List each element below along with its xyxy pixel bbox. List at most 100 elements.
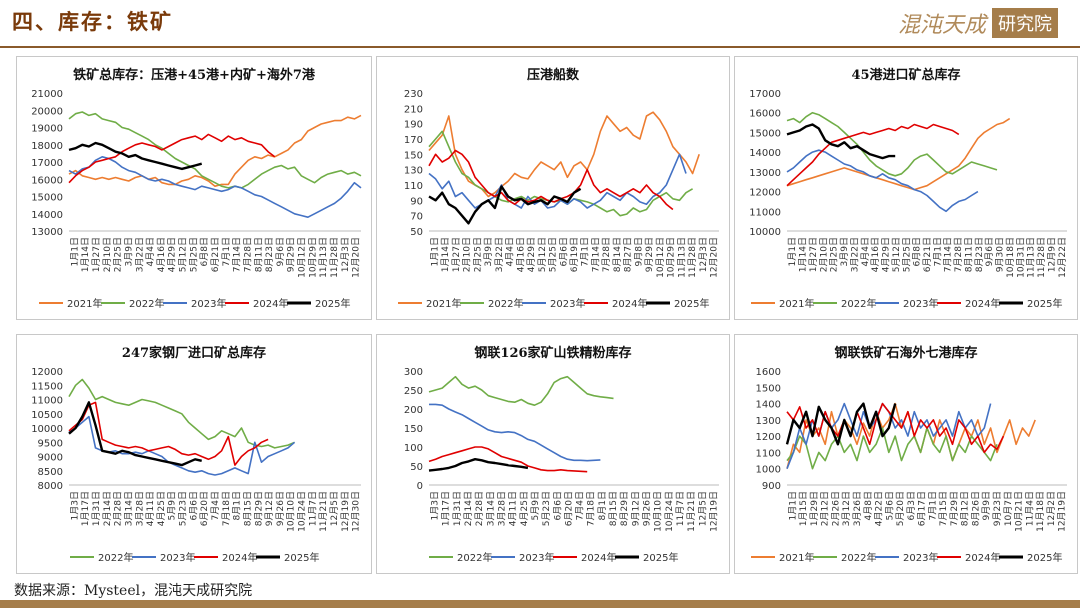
legend-label: 2025年: [1027, 551, 1062, 564]
x-tick-label: 11月13日: [1026, 237, 1037, 278]
x-tick-label: 4月16日: [156, 237, 167, 272]
x-tick-label: 3月9日: [123, 237, 134, 266]
y-tick-label: 250: [404, 386, 423, 397]
series-line-2022: [428, 130, 694, 217]
legend-label: 2024年: [581, 551, 616, 564]
x-tick-label: 4月11日: [145, 491, 156, 526]
series-line-2023: [68, 156, 362, 218]
x-tick-label: 12月5日: [329, 491, 340, 526]
legend-label: 2022年: [98, 551, 133, 564]
x-tick-label: 3月22日: [849, 237, 860, 272]
x-tick-label: 8月26日: [970, 491, 981, 526]
x-tick-label: 2月14日: [463, 491, 474, 526]
y-tick-label: 11000: [749, 207, 781, 218]
x-tick-label: 4月29日: [167, 237, 178, 272]
x-tick-label: 9月26日: [642, 491, 653, 526]
x-tick-label: 5月25日: [548, 237, 559, 272]
x-tick-label: 6月20日: [563, 491, 574, 526]
x-tick-label: 10月24日: [297, 491, 308, 532]
y-tick-label: 14000: [31, 210, 63, 221]
x-tick-label: 8月15日: [608, 491, 619, 526]
x-tick-label: 1月14日: [798, 237, 809, 272]
series-line-2024: [786, 402, 1005, 454]
x-tick-label: 2月10日: [462, 237, 473, 272]
legend-label: 2021年: [779, 551, 814, 564]
x-tick-label: 9月12日: [630, 491, 641, 526]
x-tick-label: 11月4日: [1024, 491, 1035, 526]
y-tick-label: 12000: [749, 188, 781, 199]
chart-title: 铁矿总库存：压港+45港+内矿+海外7港: [72, 67, 316, 83]
x-tick-label: 11月18日: [1035, 491, 1046, 532]
x-tick-label: 10月10日: [286, 491, 297, 532]
x-tick-label: 4月25日: [156, 491, 167, 526]
series-line-2021: [428, 111, 700, 198]
x-tick-label: 12月2日: [1046, 491, 1057, 526]
legend-label: 2022年: [488, 297, 523, 310]
x-tick-label: 5月12日: [537, 237, 548, 272]
x-tick-label: 10月12日: [297, 237, 308, 278]
header: 四、库存：铁矿 混沌天成 研究院: [0, 0, 1080, 48]
x-tick-label: 10月24日: [664, 491, 675, 532]
y-tick-label: 210: [404, 104, 423, 115]
x-tick-label: 2月28日: [113, 491, 124, 526]
y-tick-label: 0: [417, 481, 423, 492]
x-tick-label: 7月29日: [949, 491, 960, 526]
x-tick-label: 4月16日: [515, 237, 526, 272]
y-tick-label: 70: [410, 212, 423, 223]
x-tick-label: 10月29日: [666, 237, 677, 278]
series-line-2022: [68, 378, 295, 449]
y-tick-label: 15000: [749, 128, 781, 139]
y-tick-label: 1000: [756, 465, 781, 476]
logo-box: 研究院: [992, 8, 1058, 38]
x-tick-label: 4月4日: [145, 237, 156, 266]
y-tick-label: 1600: [756, 367, 781, 378]
x-tick-label: 7月1日: [221, 237, 232, 266]
series-line-2022: [428, 375, 614, 406]
y-tick-label: 15000: [31, 193, 63, 204]
x-tick-label: 5月25日: [901, 237, 912, 272]
legend-label: 2022年: [841, 297, 876, 310]
x-tick-label: 10月18日: [1005, 237, 1016, 278]
x-tick-label: 12月5日: [697, 491, 708, 526]
legend-label: 2024年: [253, 297, 288, 310]
x-tick-label: 11月13日: [318, 237, 329, 278]
x-tick-label: 1月1日: [787, 491, 798, 520]
y-tick-label: 9000: [38, 453, 63, 464]
y-tick-label: 20000: [31, 106, 63, 117]
x-tick-label: 3月9日: [839, 237, 850, 266]
x-tick-label: 8月11日: [253, 237, 264, 272]
x-tick-label: 3月14日: [123, 491, 134, 526]
y-tick-label: 50: [410, 227, 423, 238]
series-line-2025: [786, 123, 896, 160]
y-tick-label: 18000: [31, 141, 63, 152]
x-tick-label: 1月15日: [798, 491, 809, 526]
x-tick-label: 1月27日: [808, 237, 819, 272]
chart-svg-3: 45港进口矿总库存 10000 11000 12000 13000 14000 15000 1…: [749, 67, 1068, 310]
x-tick-label: 7月14日: [590, 237, 601, 272]
footer-source: 数据来源：Mysteel，混沌天成研究院: [14, 583, 253, 599]
x-tick-label: 7月1日: [580, 237, 591, 266]
x-tick-label: 3月22日: [494, 237, 505, 272]
x-tick-label: 4月4日: [505, 237, 516, 266]
y-tick-label: 8500: [38, 467, 63, 478]
chart-title: 45港进口矿总库存: [851, 67, 960, 83]
series-line-2023: [786, 149, 979, 213]
x-tick-label: 6月19日: [569, 237, 580, 272]
chart-panel-6: 钢联铁矿石海外七港库存 900 1000 1100 1200 1300 1400 1500 16…: [734, 334, 1078, 574]
series-line-2021: [68, 114, 362, 187]
x-tick-label: 12月20日: [351, 237, 362, 278]
x-tick-label: 3月12日: [841, 491, 852, 526]
series-line-2023: [429, 403, 601, 462]
y-tick-label: 13000: [31, 227, 63, 238]
y-tick-label: 9500: [38, 438, 63, 449]
chart-svg-5: 钢联126家矿山铁精粉库存 0 50 100 150 200 250 300 1月3日 1月17日…: [404, 345, 720, 564]
legend-label: 2022年: [841, 551, 876, 564]
x-tick-label: 12月19日: [340, 491, 351, 532]
x-tick-label: 5月6日: [884, 491, 895, 520]
x-tick-label: 8月27日: [623, 237, 634, 272]
x-tick-label: 9月9日: [981, 491, 992, 520]
chart-svg-4: 247家钢厂进口矿总库存 8000 8500 9000 9500 10000 10500 11…: [31, 345, 361, 564]
legend-label: 2023年: [191, 297, 226, 310]
x-tick-label: 2月28日: [474, 491, 485, 526]
x-tick-label: 5月9日: [167, 491, 178, 520]
